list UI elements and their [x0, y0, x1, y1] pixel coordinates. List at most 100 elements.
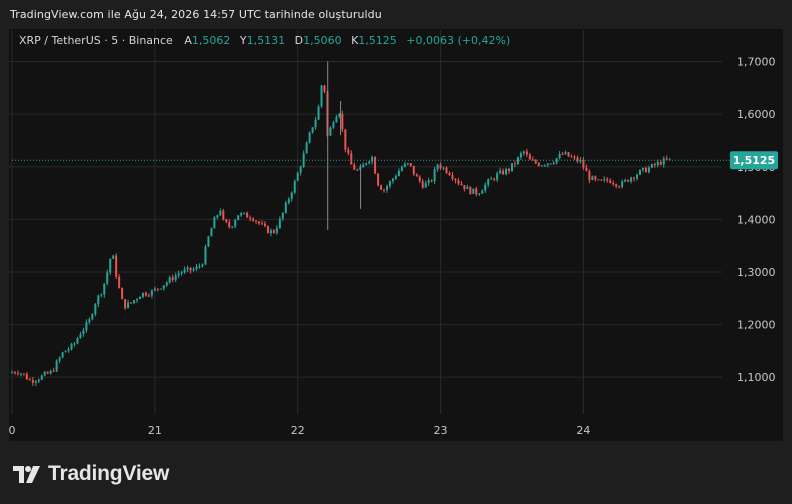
candle-body — [308, 132, 311, 143]
candle-body — [439, 164, 442, 169]
candle-body — [612, 183, 615, 185]
candle-body — [552, 162, 555, 164]
close-label: K — [351, 34, 359, 47]
candle-body — [588, 171, 591, 181]
x-tick-label: 22 — [291, 424, 305, 437]
candle-body — [433, 169, 436, 182]
candle-body — [647, 167, 650, 173]
candle-body — [165, 282, 168, 286]
candle-body — [421, 181, 424, 188]
top-bar: TradingView.com ile Ağu 24, 2026 14:57 U… — [0, 0, 792, 28]
candle-body — [511, 163, 513, 171]
chart-pane[interactable] — [9, 29, 783, 441]
candle-body — [85, 322, 88, 331]
candle-body — [394, 176, 397, 179]
candle-body — [150, 290, 153, 296]
candle-body — [275, 228, 278, 233]
symbol-label[interactable]: XRP / TetherUS · 5 · Binance — [19, 34, 173, 47]
candle-body — [153, 288, 156, 291]
candle-body — [570, 156, 573, 158]
candle-body — [380, 185, 383, 190]
candle-body — [112, 255, 115, 259]
candle-body — [335, 116, 338, 123]
candle-body — [469, 186, 472, 194]
candle-body — [344, 129, 347, 150]
candle-body — [454, 178, 457, 181]
candle-body — [466, 186, 469, 190]
candle-body — [338, 113, 341, 117]
candle-body — [487, 179, 490, 185]
last-price-label: 1,5125 — [733, 154, 775, 167]
candle-body — [213, 217, 216, 229]
candle-body — [549, 163, 552, 165]
candle-body — [278, 218, 281, 229]
candle-body — [174, 275, 177, 281]
candle-body — [531, 159, 534, 161]
x-tick-label: 23 — [434, 424, 448, 437]
candle-body — [177, 273, 180, 276]
candle-body — [490, 178, 493, 180]
candle-body — [156, 288, 159, 290]
candle-body — [240, 213, 243, 216]
candle-body — [55, 360, 58, 372]
candle-body — [13, 372, 16, 374]
candle-body — [138, 296, 141, 300]
tradingview-brand[interactable]: TradingView — [12, 462, 169, 486]
candle-body — [448, 172, 451, 176]
high-label: Y — [239, 34, 247, 47]
candle-body — [118, 276, 121, 288]
candle-body — [665, 158, 668, 160]
candle-body — [314, 119, 317, 128]
candle-body — [70, 343, 73, 350]
candle-body — [258, 221, 261, 224]
candle-body — [162, 285, 165, 289]
candle-body — [365, 163, 368, 165]
candle-body — [281, 212, 284, 219]
candle-body — [641, 167, 644, 170]
candle-body — [49, 370, 52, 374]
candle-body — [46, 372, 49, 374]
candle-body — [534, 160, 537, 164]
candle-body — [97, 295, 100, 305]
high-value: 1,5131 — [246, 34, 286, 47]
candle-body — [621, 181, 624, 187]
candle-body — [555, 158, 558, 163]
candle-body — [463, 185, 466, 190]
candle-body — [472, 188, 475, 194]
candle-body — [317, 106, 320, 120]
candle-body — [109, 258, 112, 273]
y-tick-label: 1,1000 — [737, 371, 776, 384]
candle-body — [561, 154, 564, 156]
candle-body — [204, 246, 207, 265]
candle-body — [16, 373, 19, 375]
candle-body — [320, 85, 323, 107]
candle-body — [668, 158, 671, 160]
candle-body — [371, 157, 374, 162]
candle-body — [255, 220, 258, 222]
candle-body — [627, 179, 630, 182]
candle-body — [412, 165, 415, 175]
candle-body — [505, 168, 508, 175]
candle-body — [493, 178, 496, 180]
candle-body — [34, 381, 37, 383]
candle-body — [341, 113, 344, 130]
candle-body — [37, 379, 40, 382]
candle-body — [88, 319, 91, 323]
candle-body — [475, 188, 478, 195]
candle-body — [115, 255, 118, 277]
candle-body — [31, 379, 34, 383]
candle-body — [237, 215, 240, 221]
candle-body — [234, 220, 237, 227]
candle-body — [659, 161, 662, 165]
candle-body — [374, 157, 377, 174]
candle-body — [228, 222, 231, 227]
candle-body — [219, 210, 222, 216]
candle-body — [522, 151, 525, 154]
candle-body — [418, 176, 421, 182]
candle-body — [43, 372, 46, 376]
close-value: 1,5125 — [358, 34, 397, 47]
candle-body — [106, 272, 109, 284]
candle-body — [653, 164, 656, 166]
candle-body — [496, 173, 499, 180]
